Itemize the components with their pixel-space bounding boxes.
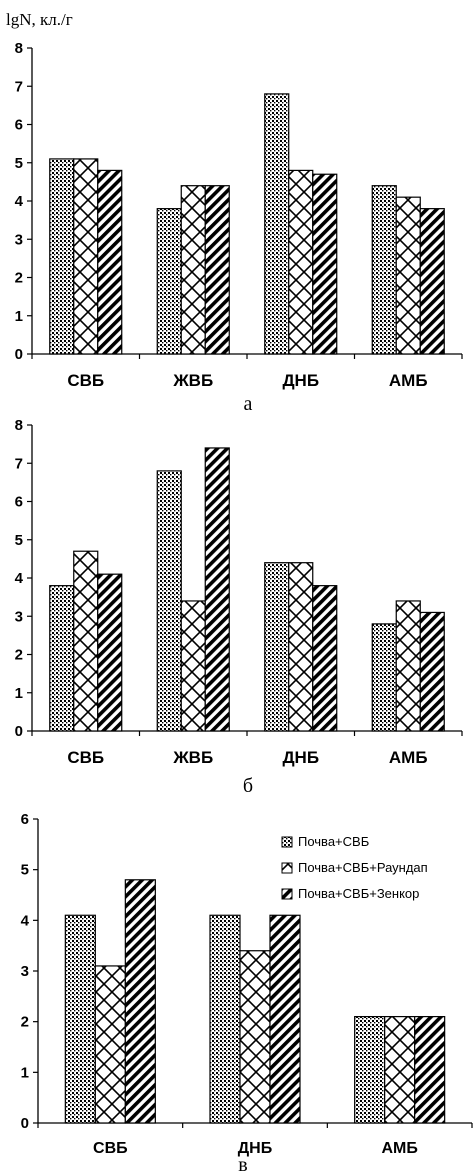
y-tick-label: 1 bbox=[15, 685, 23, 702]
bar bbox=[384, 1015, 416, 1124]
legend-swatch bbox=[281, 888, 293, 900]
y-tick-label: 2 bbox=[21, 1014, 29, 1031]
bar bbox=[204, 447, 230, 732]
y-tick-label: 3 bbox=[21, 963, 29, 980]
bar bbox=[64, 914, 96, 1124]
y-tick-label: 4 bbox=[15, 193, 24, 210]
bar bbox=[180, 600, 206, 732]
y-tick-label: 2 bbox=[15, 270, 23, 287]
y-tick-label: 6 bbox=[21, 811, 29, 828]
y-tick-label: 1 bbox=[21, 1064, 29, 1081]
y-tick-label: 7 bbox=[15, 455, 23, 472]
bar bbox=[419, 208, 445, 355]
category-label: СВБ bbox=[67, 371, 104, 390]
bar bbox=[97, 169, 123, 355]
bar bbox=[419, 611, 445, 732]
category-label: АМБ bbox=[389, 371, 428, 390]
y-tick-label: 6 bbox=[15, 117, 23, 134]
y-axis-label: lgN, кл./г bbox=[6, 10, 73, 29]
chart-panel: 0 1 2 3 4 5 6 7 8 СВБ ЖВБ ДНБ АМБ б bbox=[15, 417, 463, 797]
y-tick-label: 5 bbox=[15, 532, 23, 549]
legend-label: Почва+СВБ+Раундап bbox=[298, 860, 428, 875]
category-label: СВБ bbox=[93, 1140, 128, 1157]
y-tick-label: 4 bbox=[21, 912, 30, 929]
bar bbox=[94, 965, 126, 1124]
bar bbox=[124, 879, 156, 1124]
legend-swatch bbox=[281, 836, 293, 848]
bar bbox=[73, 550, 99, 732]
bar bbox=[49, 158, 75, 355]
bar bbox=[239, 950, 271, 1124]
chart-panels: 0 1 2 3 4 5 6 7 8 СВБ ЖВБ ДНБ АМБ а 0 1 2 3 4 5 6 7 8 СВБ ЖВБ ДНБ… bbox=[15, 40, 473, 1175]
panel-subtitle: в bbox=[238, 1154, 247, 1175]
y-tick-label: 2 bbox=[15, 647, 23, 664]
bar bbox=[73, 158, 99, 355]
category-label: ЖВБ bbox=[172, 371, 213, 390]
y-tick-label: 7 bbox=[15, 78, 23, 95]
bar bbox=[264, 562, 290, 732]
category-label: ДНБ bbox=[238, 1140, 272, 1157]
bar bbox=[395, 196, 421, 355]
y-tick-label: 5 bbox=[15, 155, 23, 172]
bar bbox=[97, 573, 123, 732]
panel-subtitle: б bbox=[243, 775, 253, 797]
bar bbox=[312, 173, 338, 355]
y-tick-label: 8 bbox=[15, 40, 23, 57]
category-label: АМБ bbox=[389, 748, 428, 767]
bar bbox=[49, 585, 75, 732]
y-tick-label: 0 bbox=[15, 723, 23, 740]
bar bbox=[312, 585, 338, 732]
bar bbox=[180, 185, 206, 355]
legend-label: Почва+СВБ+Зенкор bbox=[298, 886, 419, 901]
legend-swatch bbox=[281, 862, 293, 874]
category-label: СВБ bbox=[67, 748, 104, 767]
bar bbox=[269, 914, 301, 1124]
bar bbox=[371, 185, 397, 355]
bar bbox=[288, 169, 314, 355]
y-tick-label: 3 bbox=[15, 608, 23, 625]
y-tick-label: 3 bbox=[15, 231, 23, 248]
category-label: ДНБ bbox=[282, 371, 319, 390]
category-label: ЖВБ bbox=[172, 748, 213, 767]
y-tick-label: 0 bbox=[21, 1115, 29, 1132]
y-tick-label: 4 bbox=[15, 570, 24, 587]
y-tick-label: 6 bbox=[15, 494, 23, 511]
y-tick-label: 5 bbox=[21, 862, 29, 879]
bar bbox=[156, 470, 182, 732]
bar bbox=[414, 1015, 446, 1124]
bar bbox=[209, 914, 241, 1124]
category-label: АМБ bbox=[381, 1140, 417, 1157]
y-tick-label: 0 bbox=[15, 346, 23, 363]
bar bbox=[354, 1015, 386, 1124]
bar bbox=[204, 185, 230, 355]
y-tick-label: 8 bbox=[15, 417, 23, 434]
legend: Почва+СВБ Почва+СВБ+Раундап Почва+СВБ+Зенк… bbox=[281, 834, 428, 901]
y-tick-label: 1 bbox=[15, 308, 23, 325]
legend-label: Почва+СВБ bbox=[298, 834, 369, 849]
bar bbox=[156, 208, 182, 355]
bar bbox=[395, 600, 421, 732]
bar bbox=[264, 93, 290, 355]
chart-panel: 0 1 2 3 4 5 6 СВБ ДНБ АМБ в bbox=[21, 811, 473, 1175]
bar bbox=[288, 562, 314, 732]
category-label: ДНБ bbox=[282, 748, 319, 767]
chart-panel: 0 1 2 3 4 5 6 7 8 СВБ ЖВБ ДНБ АМБ а bbox=[15, 40, 463, 415]
bar bbox=[371, 623, 397, 732]
panel-subtitle: а bbox=[244, 393, 253, 415]
